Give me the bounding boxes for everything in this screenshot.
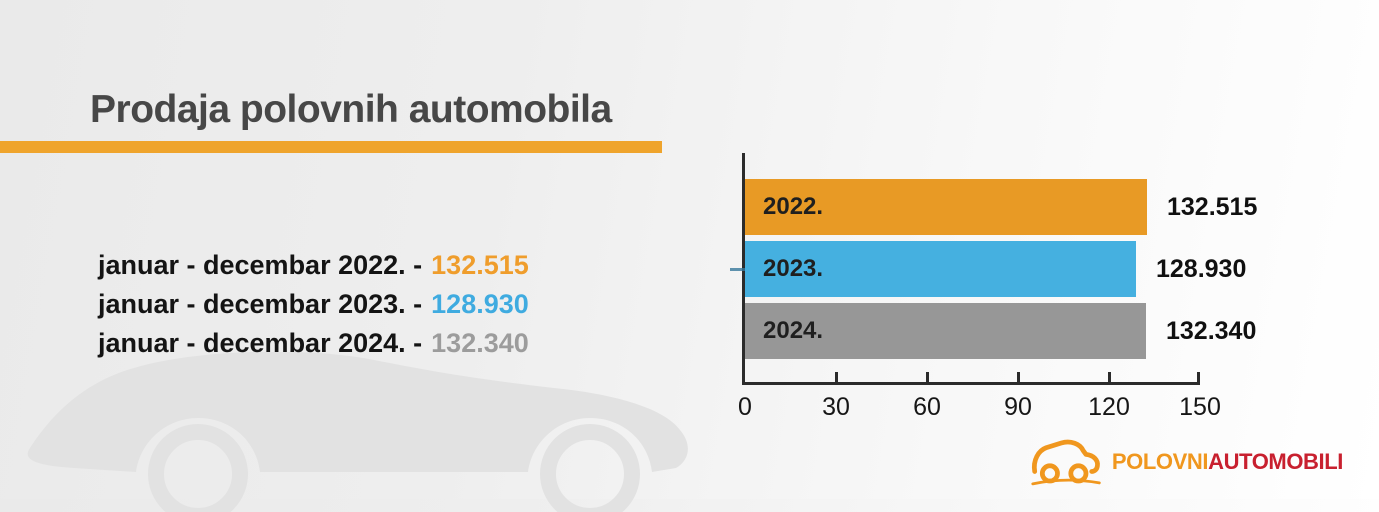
summary-block: januar - decembar 2022. - 132.515 januar … [98,246,529,363]
summary-line-2022-text: januar - decembar 2022. - [98,250,423,280]
bar-category-label: 2023. [763,255,824,282]
x-axis-tick-mark [1197,372,1200,382]
x-axis-tick-mark [1016,372,1020,382]
summary-line-2024-value: 132.340 [431,328,529,358]
bar-2024: 2024. [745,303,1146,359]
x-axis-tick-label: 120 [1088,393,1130,421]
bar-chart: 2022. 132.515 2023. 128.930 2024. 132.340 0 30… [730,153,1257,443]
bar-category-label: 2024. [763,317,824,344]
bar-value-label: 132.340 [1166,317,1257,345]
x-axis-tick-label: 60 [913,393,941,421]
summary-line-2023-value: 128.930 [431,289,529,319]
summary-line-2022: januar - decembar 2022. - 132.515 [98,246,529,285]
title-underline [0,141,662,153]
x-axis-tick-mark [925,372,929,382]
car-silhouette-watermark [27,352,688,512]
summary-line-2022-value: 132.515 [431,250,529,280]
summary-line-2023-text: januar - decembar 2023. - [98,289,423,319]
y-axis-tick-2023 [730,268,754,271]
bar-value-label: 128.930 [1156,255,1247,283]
x-axis-tick-label: 90 [1004,393,1032,421]
bar-2023: 2023. [745,241,1136,297]
x-axis-tick-mark [834,372,838,382]
x-axis-tick-mark [1107,372,1111,382]
logo-word-automobili: AUTOMOBILI [1208,449,1343,474]
bar-chart-plot: 2022. 132.515 2023. 128.930 2024. 132.340 [730,153,1257,385]
bar-2022: 2022. [745,179,1147,235]
logo-word-polovni: POLOVNI [1111,449,1209,474]
summary-line-2024-text: januar - decembar 2024. - [98,328,423,358]
summary-line-2024: januar - decembar 2024. - 132.340 [98,324,529,363]
page-title: Prodaja polovnih automobila [90,88,612,131]
polovni-automobili-logo: POLOVNIAUTOMOBILI [1029,435,1343,489]
bar-category-label: 2022. [763,193,824,220]
logo-wordmark: POLOVNIAUTOMOBILI [1111,449,1344,475]
x-axis-tick-label: 0 [738,393,752,421]
x-axis-tick-label: 150 [1179,393,1221,421]
bar-value-label: 132.515 [1167,193,1258,221]
summary-line-2023: januar - decembar 2023. - 128.930 [98,285,529,324]
car-outline-icon [1031,439,1101,486]
x-axis-tick-label: 30 [822,393,850,421]
